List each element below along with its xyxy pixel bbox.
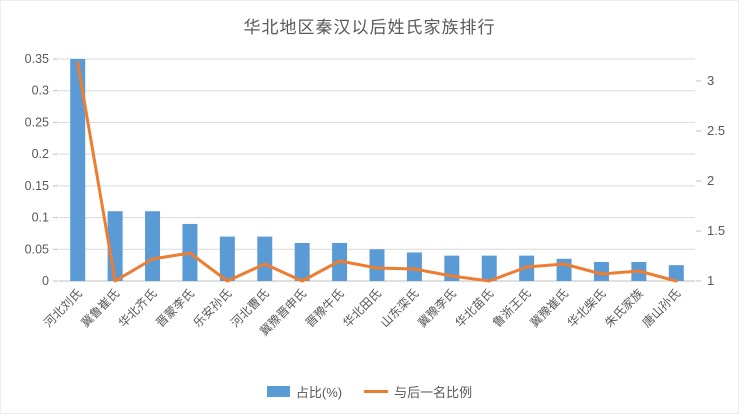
bar (668, 265, 684, 281)
data-line (76, 61, 678, 283)
x-axis-label: 山东栾氏 (377, 286, 422, 331)
x-axis-label: 乐安孙氏 (190, 286, 235, 331)
legend-label-bar-series: 占比(%) (295, 385, 343, 400)
x-axis-label: 朱氏家族 (601, 286, 646, 331)
legend: 占比(%) 与后一名比例 (1, 382, 738, 401)
y-axis-right-label: 1 (707, 273, 714, 288)
y-axis-left-label: 0.3 (32, 84, 49, 98)
legend-item-bar-series: 占比(%) (266, 382, 343, 401)
x-axis-label: 唐山孙氏 (639, 286, 684, 331)
bar (369, 249, 385, 281)
y-axis-left-label: 0 (42, 274, 49, 288)
x-axis-label: 华北田氏 (340, 286, 384, 330)
x-axis-label: 鲁浙王氏 (490, 286, 534, 330)
x-axis-label: 冀鲁崔氏 (78, 286, 122, 330)
y-axis-left-label: 0.25 (25, 115, 49, 129)
y-axis-left-label: 0.1 (32, 211, 49, 225)
chart-title: 华北地区秦汉以后姓氏家族排行 (243, 18, 496, 37)
bar (219, 236, 235, 281)
x-axis-label: 晋豫牛氏 (302, 286, 347, 331)
bar (406, 252, 422, 281)
bar (70, 59, 86, 281)
y-axis-right-label: 3 (707, 73, 714, 88)
x-axis-label: 华北柴氏 (565, 286, 609, 330)
legend-label-line-series: 与后一名比例 (394, 385, 473, 400)
y-axis-right-label: 2.5 (707, 123, 725, 138)
y-axis-left-label: 0.05 (25, 242, 49, 256)
legend-item-line-series: 与后一名比例 (364, 382, 472, 401)
x-axis-label: 华北齐氏 (115, 286, 160, 331)
y-axis-right-label: 2 (707, 173, 714, 188)
y-axis-left-label: 0.35 (25, 52, 49, 66)
bar (257, 236, 273, 281)
bar-series-swatch (266, 386, 290, 397)
x-axis-label: 河北刘氏 (41, 286, 85, 330)
bar (481, 255, 497, 281)
x-axis-label: 冀豫崔氏 (527, 286, 571, 330)
x-axis-label: 晋蒙李氏 (153, 286, 198, 331)
y-axis-left-label: 0.15 (25, 179, 49, 193)
x-axis-label: 华北苗氏 (453, 286, 497, 330)
bar (145, 211, 161, 281)
y-axis-left-label: 0.2 (32, 147, 49, 161)
y-axis-right-label: 1.5 (707, 223, 725, 238)
x-axis-label: 冀豫李氏 (414, 286, 459, 331)
bar (294, 242, 310, 281)
bar (593, 261, 609, 281)
bar (556, 258, 572, 281)
line-series-swatch (364, 390, 389, 393)
